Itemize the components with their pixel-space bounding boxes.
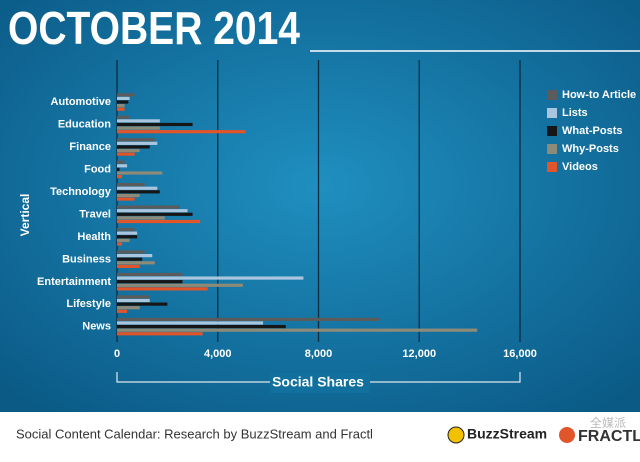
x-tick-label: 0 (114, 348, 120, 360)
chart-title: OCTOBER 2014 (8, 2, 300, 54)
bar (117, 197, 135, 201)
bar (117, 328, 478, 332)
footer-bg (0, 412, 640, 457)
bar (117, 148, 140, 153)
bar (117, 254, 153, 258)
bar (117, 317, 379, 321)
bar (117, 235, 138, 239)
bar (117, 93, 135, 97)
bar (117, 100, 129, 104)
x-tick-label: 16,000 (503, 348, 537, 360)
bar (117, 145, 150, 149)
legend-swatch (547, 162, 557, 172)
legend-label: What-Posts (562, 125, 623, 137)
legend-swatch (547, 126, 557, 136)
bar (117, 152, 135, 156)
legend-swatch (547, 144, 557, 154)
bar (117, 119, 160, 123)
legend-label: Videos (562, 161, 598, 173)
footer-text: Social Content Calendar: Research by Buz… (16, 426, 373, 441)
bar (117, 138, 155, 142)
buzz-icon (447, 426, 465, 444)
y-tick-label: Health (77, 231, 111, 243)
legend-label: How-to Article (562, 89, 636, 101)
bar (117, 167, 120, 171)
bar (117, 238, 130, 242)
bar (117, 126, 160, 130)
bar (117, 183, 145, 187)
bar (117, 219, 201, 224)
bar (117, 171, 163, 175)
bar (117, 231, 138, 235)
bar (117, 141, 158, 145)
bar (117, 321, 264, 325)
bar (117, 324, 286, 329)
bar (117, 264, 140, 269)
bar (117, 212, 193, 216)
bar (117, 130, 246, 134)
logo: BuzzStream (467, 426, 547, 442)
y-tick-label: Automotive (51, 96, 112, 108)
bar (117, 276, 304, 280)
bar (117, 302, 168, 306)
axis-label-bg (270, 373, 370, 393)
y-tick-label: Education (58, 119, 111, 131)
bar (117, 164, 128, 168)
bar (117, 209, 188, 213)
fractl-icon (559, 427, 575, 443)
y-tick-label: Finance (69, 141, 111, 153)
bar (117, 309, 128, 313)
y-tick-label: Food (84, 163, 111, 175)
legend-swatch (547, 108, 557, 118)
bar (117, 242, 123, 246)
bar (117, 295, 150, 299)
bar (117, 104, 125, 108)
bar (117, 107, 125, 111)
bar (117, 122, 193, 127)
bar (117, 186, 158, 190)
watermark: 全媒派 (590, 415, 626, 430)
background (0, 0, 640, 412)
y-tick-label: Travel (79, 208, 111, 220)
bar (117, 115, 130, 119)
bar (117, 332, 203, 336)
bar (117, 190, 160, 194)
bar (117, 96, 130, 101)
y-tick-label: Technology (50, 186, 112, 198)
y-tick-label: Business (62, 253, 111, 265)
bar (117, 193, 140, 198)
legend-label: Lists (562, 107, 588, 119)
bar (117, 272, 183, 277)
y-axis-label: Vertical (18, 194, 32, 237)
bar (117, 205, 180, 209)
bar (117, 227, 135, 232)
x-axis-label: Social Shares (272, 374, 364, 390)
bar (117, 257, 143, 261)
y-tick-label: Lifestyle (66, 298, 111, 310)
bar (117, 216, 165, 220)
x-tick-label: 8,000 (305, 348, 333, 360)
y-tick-label: Entertainment (37, 276, 111, 288)
legend-label: Why-Posts (562, 143, 619, 155)
bar (117, 250, 145, 254)
bar (117, 160, 125, 164)
bar (117, 287, 208, 291)
bar (117, 261, 155, 265)
x-tick-label: 4,000 (204, 348, 232, 360)
logo: FRACTL (578, 428, 640, 445)
bar (117, 174, 123, 179)
bar (117, 306, 140, 310)
legend-swatch (547, 90, 557, 100)
x-tick-label: 12,000 (402, 348, 436, 360)
bar (117, 280, 183, 284)
y-tick-label: News (82, 321, 111, 333)
bar (117, 298, 150, 303)
bar (117, 283, 243, 287)
